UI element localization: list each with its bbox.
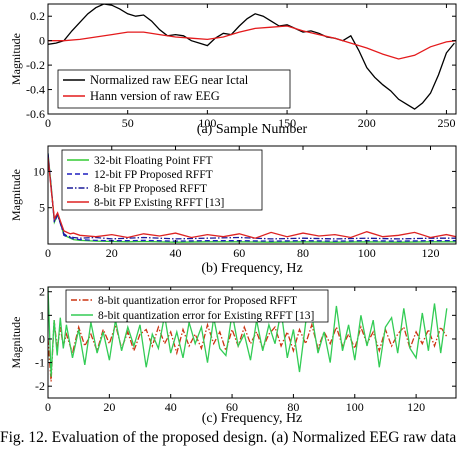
legend-label: 32-bit Floating Point FFT: [94, 155, 213, 167]
axes-frame: [47, 3, 457, 115]
legend-box: [65, 289, 329, 323]
y-tick-label: -0.6: [26, 107, 45, 121]
legend-label: Normalized raw EEG near Ictal: [90, 73, 249, 87]
x-tick-label: 100: [198, 116, 216, 130]
x-tick-label: 40: [170, 246, 182, 260]
series-line-a-1: [48, 4, 455, 110]
x-tick-label: 40: [165, 400, 177, 414]
x-tick-label: 20: [103, 400, 115, 414]
y-tick-label: 0: [39, 34, 45, 48]
x-axis-label: (b) Frequency, Hz: [201, 261, 302, 276]
y-tick-label: -0.2: [26, 58, 45, 72]
x-tick-label: 20: [106, 246, 118, 260]
x-tick-label: 200: [358, 116, 376, 130]
series-line-a-2: [48, 25, 456, 60]
x-tick-label: 50: [122, 116, 134, 130]
x-axis-label: (a) Sample Number: [197, 122, 308, 137]
panel-c: 0 20 40 60 80 100 120 -2 -1 0 1 2 Magnitude (c) Frequ…: [9, 285, 457, 426]
legend-label: 8-bit FP Proposed RFFT: [94, 183, 207, 195]
y-tick-label: 1: [39, 308, 45, 322]
y-tick-label: -0.4: [26, 83, 45, 97]
y-tick-label: 10: [33, 164, 45, 178]
x-axis-label: (c) Frequency, Hz: [202, 411, 303, 426]
series-line-c-2: [48, 287, 448, 377]
y-tick-label: 5: [39, 201, 45, 215]
legend-label: 8-bit quantization error for Proposed RF…: [98, 295, 297, 307]
x-tick-label: 100: [346, 400, 364, 414]
legend-label: 8-bit FP Existing RFFT [13]: [94, 197, 224, 209]
panel-b: 0 20 40 60 80 100 120 5 10 Magnitude (b) Frequency…: [9, 145, 457, 276]
figure-caption: Fig. 12. Evaluation of the proposed desi…: [0, 429, 457, 446]
legend-box: [61, 149, 263, 211]
series-line-b-3: [48, 154, 456, 240]
x-tick-label: 0: [45, 116, 51, 130]
legend-label: Hann version of raw EEG: [90, 89, 220, 103]
x-tick-label: 100: [358, 246, 376, 260]
x-tick-label: 150: [278, 116, 296, 130]
y-tick-label: 2: [39, 285, 45, 299]
x-tick-label: 120: [407, 400, 425, 414]
figure-panels: 0 50 100 150 200 250-0.6-0.4-0.200.2Magnitude…: [9, 3, 457, 426]
y-axis-label: Magnitude: [9, 33, 23, 85]
x-tick-label: 0: [45, 246, 51, 260]
y-tick-label: -1: [35, 356, 45, 370]
x-tick-label: 250: [437, 116, 455, 130]
legend-label: 12-bit FP Proposed RFFT: [94, 169, 213, 181]
y-tick-label: -2: [35, 379, 45, 393]
x-tick-label: 0: [45, 400, 51, 414]
x-tick-label: 80: [297, 246, 309, 260]
axes-frame: [47, 286, 457, 399]
y-axis-label: Magnitude: [9, 317, 23, 369]
x-tick-label: 60: [233, 246, 245, 260]
x-tick-label: 120: [422, 246, 440, 260]
axes-frame: [47, 145, 457, 245]
y-tick-label: 0.2: [30, 9, 45, 23]
x-tick-label: 60: [226, 400, 238, 414]
y-axis-label: Magnitude: [9, 169, 23, 221]
panel-a: 0 50 100 150 200 250 -0.6 -0.4 -0.2 0 0.2 Magnitude…: [9, 3, 457, 137]
legend-box: [57, 69, 291, 109]
y-tick-label: 0: [39, 332, 45, 346]
legend-label: 8-bit quantization error for Existing RF…: [98, 310, 314, 322]
x-tick-label: 80: [287, 400, 299, 414]
series-line-b-4: [48, 156, 456, 239]
